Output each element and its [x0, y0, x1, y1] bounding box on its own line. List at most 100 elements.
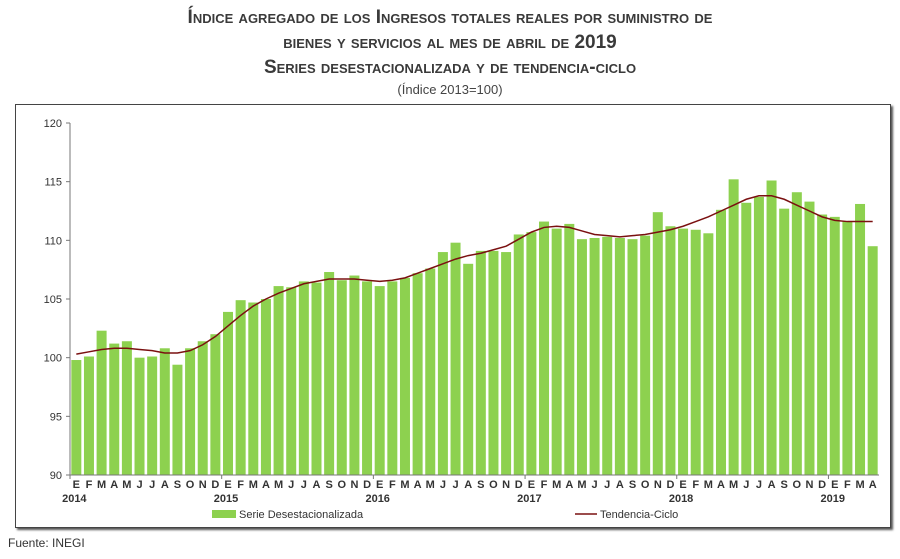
bar: [96, 330, 107, 475]
x-tick-label: A: [110, 479, 118, 491]
x-tick-label: A: [717, 479, 725, 491]
x-tick-label: N: [199, 479, 207, 491]
bar: [589, 237, 600, 475]
y-tick-label: 105: [44, 294, 62, 306]
x-year-label: 2015: [214, 493, 238, 505]
x-tick-label: S: [477, 479, 484, 491]
legend-bar-swatch: [212, 510, 236, 518]
x-tick-label: F: [541, 479, 548, 491]
bar: [197, 341, 208, 475]
bar: [159, 348, 170, 475]
bar: [185, 348, 196, 475]
y-tick-label: 95: [50, 411, 62, 423]
bar: [614, 237, 625, 475]
x-tick-label: E: [831, 479, 838, 491]
bar: [121, 341, 132, 475]
bar: [551, 228, 562, 475]
bar: [425, 268, 436, 475]
bar: [298, 281, 309, 475]
bar: [248, 302, 259, 475]
source-note: Fuente: INEGI: [8, 536, 85, 550]
bar: [640, 235, 651, 475]
x-tick-label: N: [502, 479, 510, 491]
bar: [463, 263, 474, 475]
x-tick-label: A: [565, 479, 573, 491]
x-tick-label: D: [818, 479, 826, 491]
x-tick-label: N: [654, 479, 662, 491]
bar: [336, 280, 347, 475]
x-tick-label: A: [869, 479, 877, 491]
x-year-label: 2019: [821, 493, 845, 505]
x-tick-label: D: [515, 479, 523, 491]
x-tick-label: S: [325, 479, 332, 491]
chart-frame: [15, 104, 891, 528]
x-tick-label: J: [604, 479, 610, 491]
bar: [715, 209, 726, 475]
bar: [286, 287, 297, 475]
x-year-label: 2018: [669, 493, 693, 505]
x-tick-label: S: [174, 479, 181, 491]
y-tick-label: 100: [44, 353, 62, 365]
bar: [223, 311, 234, 475]
chart-title-line-2: bienes y servicios al mes de abril de 20…: [283, 32, 617, 53]
bar: [324, 272, 335, 475]
bar: [501, 252, 512, 475]
x-tick-label: J: [288, 479, 294, 491]
x-tick-label: J: [440, 479, 446, 491]
x-tick-label: J: [452, 479, 458, 491]
bar: [564, 223, 575, 475]
x-year-label: 2017: [517, 493, 541, 505]
bar: [728, 179, 739, 475]
x-tick-label: O: [337, 479, 346, 491]
bar: [349, 275, 360, 475]
x-tick-label: M: [577, 479, 586, 491]
bar: [374, 286, 385, 475]
x-tick-label: O: [641, 479, 650, 491]
x-tick-label: E: [73, 479, 80, 491]
bar: [311, 282, 322, 475]
y-tick-label: 90: [50, 470, 62, 482]
bar: [475, 250, 486, 475]
bar: [412, 273, 423, 475]
x-tick-label: A: [313, 479, 321, 491]
x-tick-label: D: [211, 479, 219, 491]
bar: [576, 239, 587, 475]
x-tick-label: A: [616, 479, 624, 491]
x-tick-label: F: [844, 479, 851, 491]
x-tick-label: N: [806, 479, 814, 491]
x-tick-label: E: [679, 479, 686, 491]
chart-title-line-3: Series desestacionalizada y de tendencia…: [263, 57, 637, 78]
bar: [627, 239, 638, 475]
x-year-label: 2016: [365, 493, 389, 505]
x-tick-label: M: [97, 479, 106, 491]
x-tick-label: A: [262, 479, 270, 491]
bar: [539, 221, 550, 475]
x-tick-label: E: [528, 479, 535, 491]
y-tick-label: 110: [44, 235, 62, 247]
x-tick-label: M: [704, 479, 713, 491]
x-tick-label: O: [793, 479, 802, 491]
trend-line: [76, 194, 873, 355]
x-tick-label: O: [489, 479, 498, 491]
bar: [109, 343, 120, 475]
bar: [147, 356, 158, 475]
x-tick-label: N: [350, 479, 358, 491]
x-tick-label: D: [363, 479, 371, 491]
bar: [855, 203, 866, 475]
chart-title-line-1: Índice agregado de los Ingresos totales …: [187, 7, 713, 28]
bar: [753, 196, 764, 476]
bar: [779, 208, 790, 476]
x-tick-label: J: [149, 479, 155, 491]
bar: [362, 281, 373, 475]
legend-bar-label: Serie Desestacionalizada: [239, 509, 364, 521]
bar: [260, 299, 271, 475]
bar: [235, 300, 246, 475]
x-tick-label: D: [666, 479, 674, 491]
x-tick-label: M: [400, 479, 409, 491]
x-tick-label: J: [756, 479, 762, 491]
bar: [71, 360, 82, 475]
x-tick-label: M: [855, 479, 864, 491]
bar: [817, 214, 828, 475]
x-tick-label: A: [414, 479, 422, 491]
